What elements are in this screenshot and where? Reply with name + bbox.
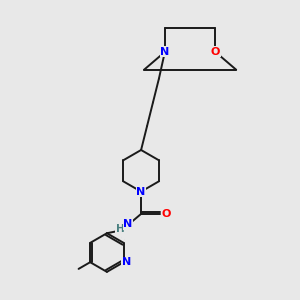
Text: N: N: [160, 47, 170, 57]
Text: N: N: [122, 257, 131, 267]
Text: N: N: [136, 187, 146, 196]
Text: H: H: [116, 224, 125, 234]
Text: N: N: [123, 219, 132, 229]
Text: O: O: [211, 47, 220, 57]
Text: O: O: [162, 209, 171, 219]
